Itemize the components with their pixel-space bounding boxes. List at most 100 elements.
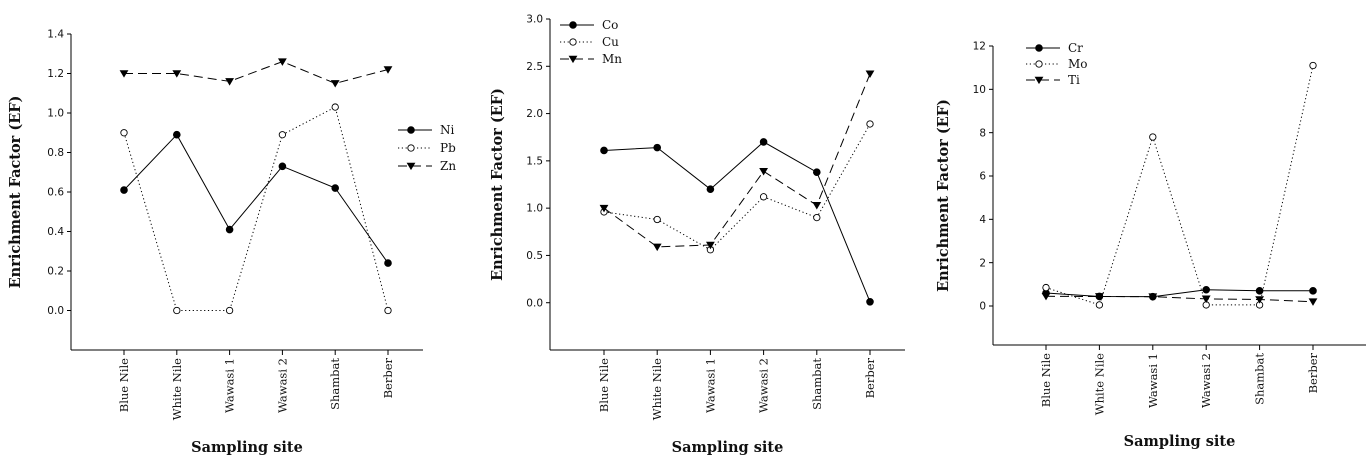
- series-ni: [120, 130, 392, 267]
- x-tick-label: Shambat: [810, 358, 824, 410]
- legend-marker: [569, 38, 577, 46]
- data-point-ti: [1148, 293, 1158, 301]
- x-tick-label: Wawasi 2: [275, 358, 289, 413]
- data-point-co: [706, 185, 715, 194]
- y-tick-label: 0.0: [47, 305, 64, 317]
- data-point-pb: [120, 129, 128, 137]
- series-line-pb: [123, 106, 389, 311]
- x-tick-label: White Nile: [650, 358, 664, 420]
- data-point-ni: [278, 162, 287, 171]
- x-tick-label: Blue Nile: [597, 358, 611, 412]
- data-point-ni: [331, 184, 340, 192]
- x-tick-label: Shambat: [1253, 353, 1267, 405]
- x-axis-title: Sampling site: [1124, 433, 1236, 450]
- x-tick-label: White Nile: [170, 358, 184, 420]
- series-cu: [600, 120, 874, 254]
- series-line-co: [603, 141, 871, 302]
- data-point-zn: [172, 70, 182, 78]
- y-axis-title: Enrichment Factor (EF): [489, 88, 506, 281]
- y-tick-label: 10: [973, 84, 986, 96]
- data-point-zn: [225, 78, 234, 86]
- data-point-pb: [173, 306, 181, 315]
- series-line-cr: [1045, 289, 1313, 298]
- legend: Co Cu Mn: [560, 18, 622, 66]
- series-pb: [120, 103, 392, 315]
- data-point-mn: [652, 243, 662, 252]
- data-point-co: [759, 138, 768, 146]
- series-zn: [119, 58, 393, 88]
- series-line-ti: [1045, 295, 1314, 303]
- series-line-mn: [603, 73, 871, 248]
- legend-label: Cr: [1068, 41, 1083, 55]
- x-tick-label: Shambat: [328, 358, 342, 410]
- legend-label: Co: [602, 18, 618, 32]
- data-point-cu: [653, 215, 661, 224]
- data-point-mo: [1309, 61, 1317, 70]
- legend-marker: [568, 55, 578, 64]
- y-tick-label: 1.2: [47, 68, 64, 80]
- data-point-mn: [759, 167, 768, 176]
- series-line-cu: [603, 123, 871, 251]
- data-point-zn: [383, 66, 393, 74]
- y-tick-label: 2.5: [526, 61, 543, 73]
- data-point-pb: [278, 131, 287, 139]
- data-point-pb: [331, 103, 339, 111]
- x-tick-label: Wawasi 1: [223, 358, 237, 413]
- series-line-ni: [123, 133, 389, 264]
- y-tick-label: 1.0: [47, 108, 64, 120]
- data-point-mn: [865, 70, 875, 79]
- data-point-co: [653, 143, 661, 152]
- legend-marker: [1035, 60, 1043, 68]
- data-point-cr: [1202, 285, 1210, 294]
- data-point-zn: [278, 58, 287, 66]
- y-tick-label: 6: [979, 171, 986, 183]
- data-point-ni: [384, 259, 392, 267]
- data-point-ti: [1095, 293, 1104, 301]
- x-tick-label: Berber: [381, 358, 395, 399]
- legend: Cr Mo Ti: [1026, 41, 1088, 87]
- chart-panel-3: 0 2 4 6 8 10 12 Blue Nile White Nile Wawasi 1 Wawa…: [935, 41, 1366, 450]
- y-axis-title: Enrichment Factor (EF): [935, 99, 952, 292]
- legend-label: Pb: [440, 141, 456, 155]
- series-mo: [1042, 61, 1317, 309]
- legend: Ni Pb Zn: [398, 123, 456, 173]
- y-tick-label: 4: [979, 214, 986, 226]
- data-point-zn: [119, 70, 129, 78]
- x-tick-label: Berber: [863, 358, 877, 399]
- data-point-ti: [1041, 292, 1051, 301]
- x-tick-label: Wawasi 1: [703, 358, 717, 413]
- data-point-mn: [599, 204, 609, 213]
- chart-panel-1: 0.0 0.2 0.4 0.6 0.8 1.0 1.2 1.4 Blue Nile White N…: [7, 29, 456, 456]
- y-tick-label: 0.6: [47, 187, 64, 199]
- chart-panel-2: 0.0 0.5 1.0 1.5 2.0 2.5 3.0 Blue Nile White Nile…: [489, 14, 905, 456]
- data-point-pb: [225, 306, 234, 315]
- y-tick-label: 1.0: [526, 203, 543, 215]
- data-point-ni: [120, 186, 128, 194]
- legend-marker: [569, 21, 577, 29]
- data-point-mn: [812, 202, 822, 210]
- y-tick-label: 12: [973, 41, 986, 53]
- y-tick-label: 8: [979, 127, 986, 139]
- legend-label: Ti: [1068, 73, 1080, 87]
- legend-marker: [406, 162, 416, 171]
- data-point-ti: [1308, 298, 1318, 306]
- y-tick-label: 0.2: [47, 266, 64, 278]
- legend-label: Cu: [602, 35, 619, 49]
- y-tick-label: 3.0: [526, 14, 543, 26]
- legend-label: Zn: [440, 159, 456, 173]
- data-point-co: [812, 168, 821, 177]
- data-point-ni: [225, 225, 234, 234]
- legend-marker: [407, 144, 415, 152]
- series-line-zn: [124, 61, 389, 84]
- legend-label: Mo: [1068, 57, 1088, 71]
- legend-marker: [407, 126, 415, 134]
- data-point-mn: [706, 241, 715, 250]
- data-point-cr: [1255, 287, 1264, 295]
- x-tick-label: Blue Nile: [117, 358, 131, 412]
- x-tick-label: Wawasi 2: [757, 358, 771, 413]
- y-tick-label: 2.0: [526, 108, 543, 120]
- data-point-zn: [330, 80, 340, 88]
- data-point-cr: [1309, 287, 1317, 295]
- legend-marker: [1034, 76, 1044, 85]
